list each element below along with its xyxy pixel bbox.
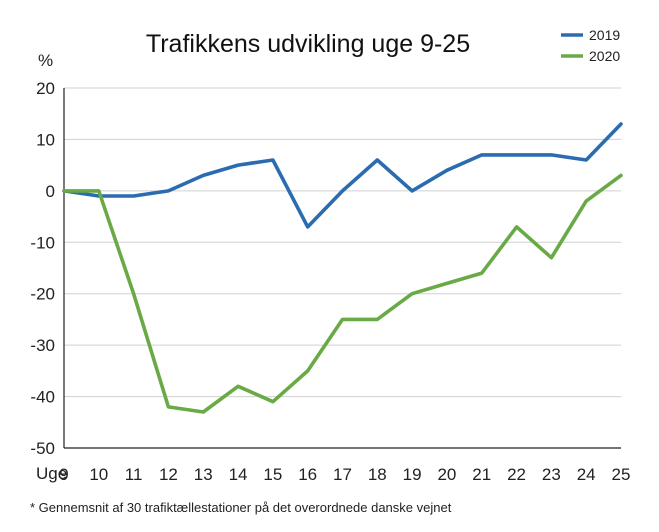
y-tick-label: 10 [36,130,55,149]
legend-label-2019: 2019 [589,27,620,43]
series-line-2020 [62,173,623,414]
series-lines [62,122,623,414]
gridlines [64,87,621,449]
x-tick-label: 24 [577,465,596,484]
footnote: * Gennemsnit af 30 trafiktællestationer … [30,500,452,515]
legend: 2019 2020 [561,27,620,64]
x-axis-ticks: 9 10 11 12 13 14 15 16 17 18 19 20 21 22 23 24 25 [59,465,630,484]
x-tick-label: 11 [125,465,143,484]
chart-title: Trafikkens udvikling uge 9-25 [146,30,470,58]
series-line-2019 [62,122,623,229]
y-tick-label: -30 [30,336,55,355]
axes [63,88,621,449]
x-tick-label: 10 [89,465,108,484]
x-tick-label: 14 [229,465,248,484]
x-tick-label: 17 [333,465,352,484]
y-tick-label: -20 [30,285,55,304]
x-tick-label: 15 [263,465,282,484]
x-tick-label: 9 [59,465,68,484]
x-tick-label: 12 [159,465,178,484]
y-axis-ticks: 20 10 0 -10 -20 -30 -40 -50 [30,79,55,458]
x-tick-label: 13 [194,465,213,484]
x-tick-label: 21 [472,465,491,484]
x-tick-label: 22 [507,465,526,484]
legend-label-2020: 2020 [589,48,620,64]
x-axis-label: Uge [36,464,67,483]
x-tick-label: 23 [542,465,561,484]
x-tick-label: 20 [437,465,456,484]
y-tick-label: -10 [30,233,55,252]
y-tick-label: -40 [30,388,55,407]
x-tick-label: 19 [403,465,422,484]
y-tick-label: 0 [46,182,55,201]
x-tick-label: 16 [298,465,317,484]
y-tick-label: -50 [30,439,55,458]
x-tick-label: 18 [368,465,387,484]
y-tick-label: 20 [36,79,55,98]
y-axis-unit: % [38,51,53,70]
x-tick-label: 25 [612,465,631,484]
